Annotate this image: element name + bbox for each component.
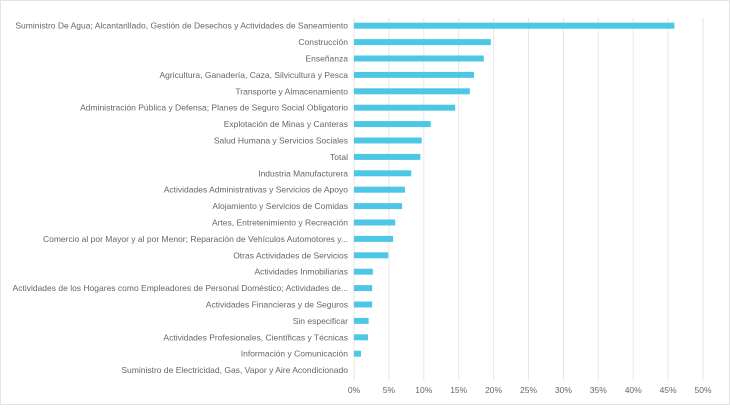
category-label: Actividades de los Hogares como Empleado… — [13, 283, 348, 293]
x-tick-label: 45% — [660, 385, 677, 395]
bar — [354, 252, 389, 259]
category-label: Actividades Profesionales, Científicas y… — [163, 332, 348, 342]
category-label: Total — [330, 152, 348, 162]
x-tick-label: 15% — [450, 385, 467, 395]
x-tick-label: 5% — [383, 385, 396, 395]
category-label: Actividades Administrativas y Servicios … — [164, 185, 349, 195]
bar — [354, 350, 361, 357]
bar — [354, 121, 431, 128]
bar — [354, 219, 396, 226]
x-tick-label: 0% — [348, 385, 361, 395]
category-label: Sin especificar — [293, 316, 348, 326]
bar — [354, 39, 491, 46]
x-tick-label: 30% — [555, 385, 572, 395]
bar — [354, 137, 422, 144]
bar — [354, 22, 675, 29]
category-label: Información y Comunicación — [241, 349, 349, 359]
x-tick-label: 50% — [694, 385, 711, 395]
bar — [354, 317, 369, 324]
x-tick-label: 25% — [520, 385, 537, 395]
bar — [354, 285, 373, 292]
category-label: Actividades Financieras y de Seguros — [206, 300, 348, 310]
category-label: Administración Pública y Defensa; Planes… — [80, 103, 348, 113]
x-tick-label: 10% — [415, 385, 432, 395]
bar — [354, 170, 412, 177]
bar — [354, 153, 421, 160]
category-label: Otras Actividades de Servicios — [233, 250, 348, 260]
bar — [354, 186, 405, 193]
category-label: Comercio al por Mayor y al por Menor; Re… — [43, 234, 348, 244]
category-label: Artes, Entretenimiento y Recreación — [212, 218, 348, 228]
x-tick-label: 20% — [485, 385, 502, 395]
category-label: Explotación de Minas y Canteras — [224, 119, 348, 129]
bar — [354, 104, 456, 111]
bar — [354, 301, 373, 308]
category-label: Enseñanza — [305, 54, 348, 64]
category-label: Suministro de Electricidad, Gas, Vapor y… — [121, 365, 348, 375]
bar — [354, 334, 368, 341]
x-tick-label: 40% — [625, 385, 642, 395]
bar — [354, 203, 403, 210]
bar — [354, 55, 484, 62]
category-label: Alojamiento y Servicios de Comidas — [212, 201, 348, 211]
bar — [354, 268, 373, 275]
x-tick-label: 35% — [590, 385, 607, 395]
category-label: Actividades Inmobiliarias — [254, 267, 348, 277]
category-label: Industria Manufacturera — [258, 168, 348, 178]
category-label: Salud Humana y Servicios Sociales — [214, 136, 348, 146]
category-label: Transporte y Almacenamiento — [235, 86, 348, 96]
category-label: Suministro De Agua; Alcantarillado, Gest… — [15, 21, 348, 31]
bar — [354, 235, 394, 242]
category-label: Agricultura, Ganadería, Caza, Silvicultu… — [159, 70, 348, 80]
category-label: Construcción — [298, 37, 348, 47]
bar — [354, 88, 470, 95]
bar — [354, 71, 475, 78]
